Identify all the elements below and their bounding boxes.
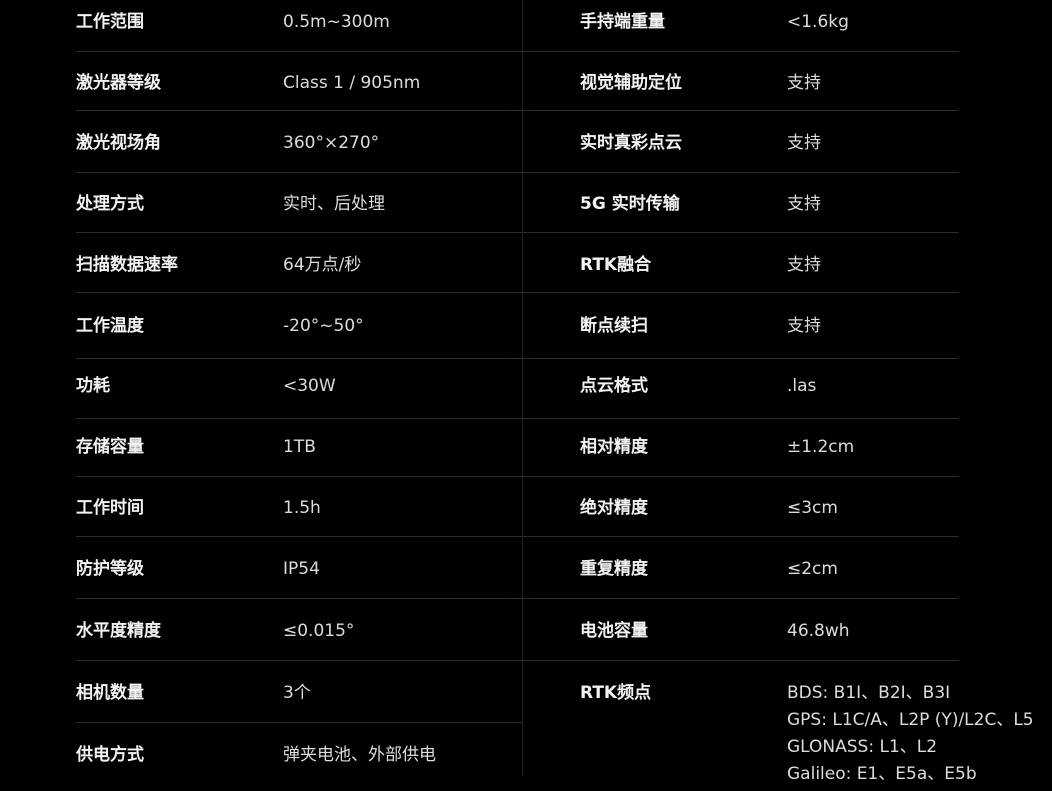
spec-value: 1TB bbox=[283, 437, 316, 457]
spec-label: 功耗 bbox=[76, 376, 110, 396]
spec-value: 64万点/秒 bbox=[283, 255, 362, 275]
spec-label: 处理方式 bbox=[76, 194, 144, 214]
spec-label: 工作范围 bbox=[76, 12, 144, 32]
row-divider bbox=[76, 51, 522, 52]
spec-value: 支持 bbox=[787, 316, 821, 336]
spec-value: 360°×270° bbox=[283, 133, 380, 153]
spec-value: ≤3cm bbox=[787, 498, 838, 518]
row-divider bbox=[523, 598, 959, 599]
spec-label: 激光视场角 bbox=[76, 133, 161, 153]
spec-label: 存储容量 bbox=[76, 437, 144, 457]
spec-value: 弹夹电池、外部供电 bbox=[283, 745, 436, 765]
spec-label: 电池容量 bbox=[580, 621, 648, 641]
spec-value: 支持 bbox=[787, 133, 821, 153]
rtk-values: BDS: B1I、B2I、B3I GPS: L1C/A、L2P (Y)/L2C、L… bbox=[787, 683, 1034, 791]
column-divider bbox=[522, 0, 523, 776]
row-divider bbox=[523, 476, 959, 477]
spec-label: 视觉辅助定位 bbox=[580, 73, 682, 93]
row-divider bbox=[76, 722, 522, 723]
row-divider bbox=[76, 418, 522, 419]
spec-label: 点云格式 bbox=[580, 376, 648, 396]
row-divider bbox=[523, 110, 959, 111]
rtk-value-line: Galileo: E1、E5a、E5b bbox=[787, 764, 977, 784]
spec-value: <1.6kg bbox=[787, 12, 849, 32]
spec-value: 支持 bbox=[787, 255, 821, 275]
spec-value: ≤0.015° bbox=[283, 621, 355, 641]
row-divider bbox=[523, 660, 959, 661]
row-divider bbox=[76, 292, 522, 293]
spec-label: 水平度精度 bbox=[76, 621, 161, 641]
row-divider bbox=[76, 358, 522, 359]
spec-value: 46.8wh bbox=[787, 621, 850, 641]
spec-value: 支持 bbox=[787, 73, 821, 93]
row-divider bbox=[76, 232, 522, 233]
row-divider bbox=[523, 232, 959, 233]
spec-label: 工作温度 bbox=[76, 316, 144, 336]
rtk-value-line: BDS: B1I、B2I、B3I bbox=[787, 683, 951, 703]
spec-value: ±1.2cm bbox=[787, 437, 855, 457]
spec-value: IP54 bbox=[283, 559, 320, 579]
spec-label: 相对精度 bbox=[580, 437, 648, 457]
rtk-label: RTK频点 bbox=[580, 683, 652, 703]
spec-label: RTK融合 bbox=[580, 255, 652, 275]
row-divider bbox=[76, 110, 522, 111]
row-divider bbox=[523, 51, 959, 52]
spec-label: 绝对精度 bbox=[580, 498, 648, 518]
spec-value: -20°~50° bbox=[283, 316, 364, 336]
rtk-value-line: GLONASS: L1、L2 bbox=[787, 737, 938, 757]
row-divider bbox=[76, 598, 522, 599]
spec-label: 扫描数据速率 bbox=[76, 255, 178, 275]
row-divider bbox=[76, 660, 522, 661]
spec-value: 3个 bbox=[283, 683, 311, 703]
spec-label: 工作时间 bbox=[76, 498, 144, 518]
spec-label: 实时真彩点云 bbox=[580, 133, 682, 153]
spec-value: 实时、后处理 bbox=[283, 194, 385, 214]
rtk-value-line: GPS: L1C/A、L2P (Y)/L2C、L5 bbox=[787, 710, 1034, 730]
row-divider bbox=[523, 358, 959, 359]
spec-label: 手持端重量 bbox=[580, 12, 665, 32]
row-divider bbox=[523, 418, 959, 419]
spec-label: 断点续扫 bbox=[580, 316, 648, 336]
row-divider bbox=[76, 536, 522, 537]
spec-value: 1.5h bbox=[283, 498, 321, 518]
row-divider bbox=[523, 292, 959, 293]
spec-label: 重复精度 bbox=[580, 559, 648, 579]
row-divider bbox=[76, 476, 522, 477]
spec-value: <30W bbox=[283, 376, 336, 396]
spec-label: 供电方式 bbox=[76, 745, 144, 765]
spec-value: ≤2cm bbox=[787, 559, 838, 579]
row-divider bbox=[523, 172, 959, 173]
row-divider bbox=[76, 172, 522, 173]
spec-value: 0.5m~300m bbox=[283, 12, 390, 32]
spec-value: .las bbox=[787, 376, 817, 396]
row-divider bbox=[523, 536, 959, 537]
spec-label: 激光器等级 bbox=[76, 73, 161, 93]
spec-label: 相机数量 bbox=[76, 683, 144, 703]
spec-value: 支持 bbox=[787, 194, 821, 214]
spec-label: 防护等级 bbox=[76, 559, 144, 579]
spec-value: Class 1 / 905nm bbox=[283, 73, 421, 93]
spec-label: 5G 实时传输 bbox=[580, 194, 680, 214]
